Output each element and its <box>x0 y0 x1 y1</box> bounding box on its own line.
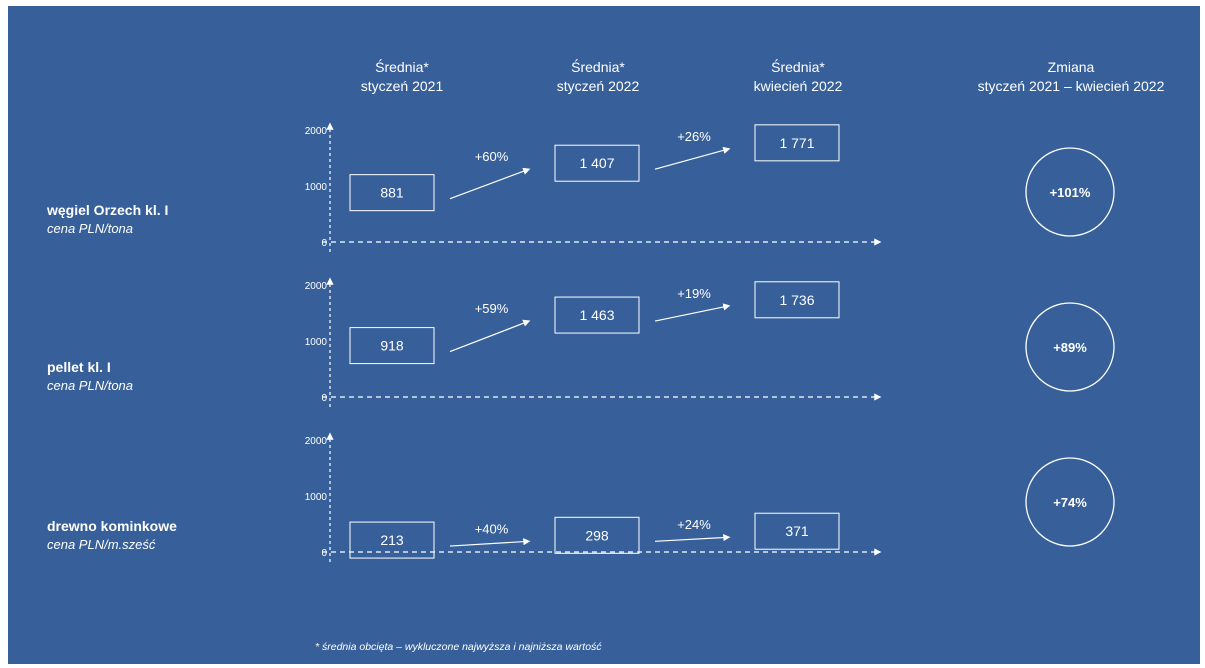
change-circle <box>1025 147 1115 237</box>
value-box <box>754 281 840 319</box>
growth-label: +60% <box>475 149 509 164</box>
y-tick-label: 2000 <box>305 436 328 447</box>
column-header-apr-2022: Średnia* kwiecień 2022 <box>698 58 898 96</box>
growth-label: +26% <box>677 129 711 144</box>
column-header-line1: Średnia* <box>571 59 625 75</box>
value-box <box>554 296 640 334</box>
growth-arrow <box>449 538 531 547</box>
value-label: 1 463 <box>579 307 614 323</box>
chart-panel <box>8 6 1200 664</box>
value-label: 1 407 <box>579 155 614 171</box>
growth-label: +19% <box>677 286 711 301</box>
column-header-change: Zmiana styczeń 2021 – kwiecień 2022 <box>921 58 1205 96</box>
value-box <box>554 144 640 182</box>
y-tick-label: 0 <box>321 238 327 249</box>
value-label: 918 <box>380 338 404 354</box>
y-tick-label: 0 <box>321 393 327 404</box>
column-header-line2: styczeń 2022 <box>556 78 640 94</box>
y-tick-label: 2000 <box>305 126 328 137</box>
column-header-jan-2021: Średnia* styczeń 2021 <box>302 58 502 96</box>
row-label-coal: węgiel Orzech kl. I <box>47 202 169 218</box>
value-box <box>754 512 840 550</box>
growth-label: +40% <box>475 521 509 536</box>
column-header-line2: styczeń 2021 <box>360 78 444 94</box>
value-label: 881 <box>380 185 404 201</box>
column-header-jan-2022: Średnia* styczeń 2022 <box>498 58 698 96</box>
change-label: +74% <box>1053 495 1087 510</box>
growth-arrow <box>449 167 531 200</box>
row-label-pellet: pellet kl. I <box>47 359 111 375</box>
growth-label: +59% <box>475 301 509 316</box>
value-box <box>349 521 435 559</box>
row-unit-coal: cena PLN/tona <box>47 221 134 236</box>
y-tick-label: 1000 <box>305 492 328 503</box>
growth-arrow <box>449 319 531 353</box>
growth-arrow <box>654 303 731 322</box>
y-tick-label: 1000 <box>305 182 328 193</box>
growth-arrow <box>654 533 731 542</box>
column-header-line1: Średnia* <box>375 59 429 75</box>
column-header-line1: Zmiana <box>1047 59 1095 75</box>
value-box <box>554 516 640 554</box>
change-circle <box>1025 302 1115 392</box>
y-tick-label: 2000 <box>305 281 328 292</box>
value-box <box>754 124 840 162</box>
footnote: * średnia obcięta – wykluczone najwyższa… <box>315 641 602 653</box>
growth-label: +24% <box>677 517 711 532</box>
growth-arrow <box>654 146 731 170</box>
change-label: +89% <box>1053 340 1087 355</box>
y-tick-label: 0 <box>321 548 327 559</box>
value-label: 213 <box>380 532 404 548</box>
column-header-line2: styczeń 2021 – kwiecień 2022 <box>977 78 1165 94</box>
value-label: 371 <box>785 523 809 539</box>
column-header-line1: Średnia* <box>771 59 825 75</box>
value-box <box>349 174 435 212</box>
column-header-line2: kwiecień 2022 <box>753 78 843 94</box>
value-label: 1 771 <box>779 135 814 151</box>
change-circle <box>1025 457 1115 547</box>
value-box <box>349 327 435 365</box>
row-unit-pellet: cena PLN/tona <box>47 378 134 393</box>
change-label: +101% <box>1050 185 1091 200</box>
row-label-wood: drewno kominkowe <box>47 518 177 534</box>
value-label: 298 <box>585 527 609 543</box>
y-tick-label: 1000 <box>305 337 328 348</box>
value-label: 1 736 <box>779 292 814 308</box>
row-unit-wood: cena PLN/m.sześć <box>47 537 156 552</box>
